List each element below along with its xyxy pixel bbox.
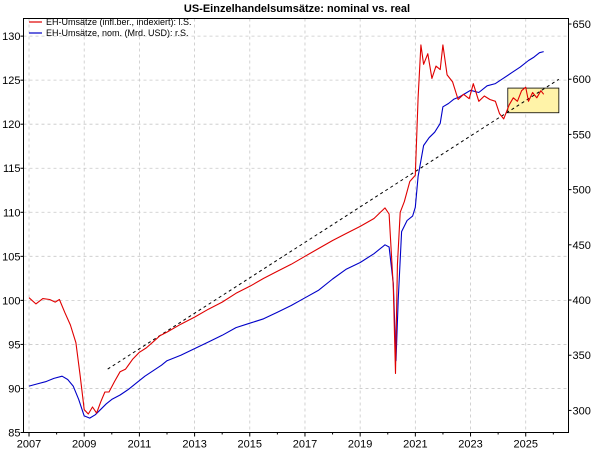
y-left-tick-label: 115 <box>3 163 21 175</box>
y-left-tick-label: 130 <box>2 31 20 43</box>
x-tick-label: 2007 <box>17 439 41 451</box>
x-tick-label: 2019 <box>348 439 372 451</box>
x-tick-label: 2009 <box>72 439 96 451</box>
highlight-box <box>507 87 560 114</box>
x-tick-label: 2011 <box>128 439 152 451</box>
highlight-layer <box>507 87 560 114</box>
y-right-tick-label: 350 <box>573 350 591 362</box>
y-right-tick-label: 500 <box>573 185 591 197</box>
y-left-tick-label: 100 <box>2 295 20 307</box>
series-layer <box>28 44 560 419</box>
x-tick-label: 2017 <box>293 439 317 451</box>
x-tick-label: 2015 <box>238 439 262 451</box>
y-left-tick-label: 105 <box>2 251 20 263</box>
plot-area <box>23 18 569 433</box>
y-right-tick-label: 400 <box>573 295 591 307</box>
series-line-2 <box>107 78 560 370</box>
legend: EH-Umsätze (infl.ber., indexiert): l.S.E… <box>29 17 192 38</box>
y-left-tick-label: 120 <box>2 119 20 131</box>
series-line-0 <box>28 44 545 415</box>
y-left-tick-label: 85 <box>8 428 20 440</box>
y-right-tick-label: 450 <box>573 240 591 252</box>
y-left-tick-label: 125 <box>2 75 20 87</box>
y-right-tick-label: 300 <box>573 405 591 417</box>
chart-title: US-Einzelhandelsumsätze: nominal vs. rea… <box>184 3 410 15</box>
y-right-tick-label: 600 <box>573 74 591 86</box>
x-tick-label: 2023 <box>458 439 482 451</box>
y-right-tick-label: 550 <box>573 129 591 141</box>
legend-label: EH-Umsätze (infl.ber., indexiert): l.S. <box>46 17 192 27</box>
axes: 2007 2009 2011 2013 2015 2017 2019 2021 2023 2025… <box>2 19 591 450</box>
x-tick-label: 2013 <box>182 439 206 451</box>
legend-label: EH-Umsätze, nom. (Mrd. USD): r.S. <box>46 28 189 38</box>
x-tick-label: 2025 <box>513 439 537 451</box>
y-left-tick-label: 95 <box>8 339 20 351</box>
plot-frame <box>23 18 569 433</box>
series-line-1 <box>28 51 544 419</box>
y-left-tick-label: 90 <box>8 383 20 395</box>
y-right-tick-label: 650 <box>573 19 591 31</box>
x-tick-label: 2021 <box>403 439 427 451</box>
y-left-tick-label: 110 <box>3 207 21 219</box>
